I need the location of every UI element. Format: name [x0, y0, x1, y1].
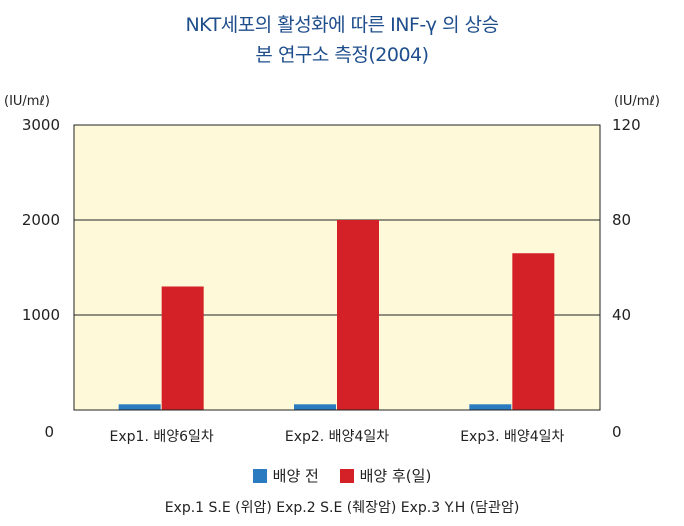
bar-after-1 — [161, 286, 204, 410]
bar-after-3 — [512, 253, 555, 410]
right-tick-label: 120 — [612, 116, 641, 134]
left-tick-label: 0 — [44, 423, 54, 441]
category-label: Exp3. 배양4일차 — [460, 429, 565, 445]
bar-before-2 — [294, 404, 336, 410]
legend-swatch-after — [339, 468, 354, 483]
left-tick-label: 3000 — [21, 116, 60, 134]
bars-group — [118, 220, 555, 410]
footnote: Exp.1 S.E (위암) Exp.2 S.E (췌장암) Exp.3 Y.H… — [164, 500, 520, 516]
bar-before-3 — [469, 404, 512, 410]
category-label: Exp1. 배양6일차 — [109, 429, 214, 445]
legend-label-before: 배양 전 — [272, 467, 319, 485]
chart-subtitle: 본 연구소 측정(2004) — [255, 44, 429, 66]
right-tick-label: 40 — [612, 306, 632, 324]
right-axis-unit: (IU/mℓ) — [614, 94, 660, 109]
left-tick-label: 2000 — [21, 211, 60, 229]
plot-frame — [73, 124, 601, 411]
bar-after-2 — [337, 220, 379, 410]
bar-before-1 — [118, 404, 161, 410]
left-axis-unit: (IU/mℓ) — [4, 94, 50, 109]
legend-item-after: 배양 후(일) — [339, 465, 432, 486]
right-tick-label: 0 — [612, 423, 622, 441]
category-label: Exp2. 배양4일차 — [284, 429, 390, 445]
legend-swatch-before — [252, 468, 267, 483]
legend-label-after: 배양 후(일) — [359, 467, 432, 485]
right-tick-label: 80 — [612, 211, 632, 229]
legend-item-before: 배양 전 — [252, 465, 319, 486]
chart-title: NKT세포의 활성화에 따른 INF-γ 의 상승 — [185, 14, 499, 36]
legend: 배양 전 배양 후(일) — [0, 465, 684, 487]
left-tick-label: 1000 — [21, 306, 60, 324]
